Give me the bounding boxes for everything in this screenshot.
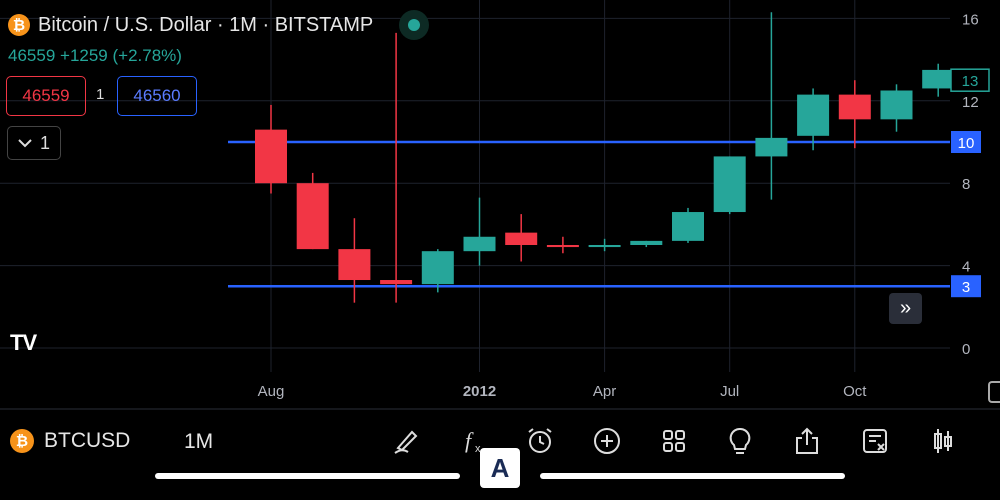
drawing-tools-button[interactable]: [390, 424, 424, 458]
app-logo-icon: A: [480, 448, 520, 488]
svg-text:f: f: [465, 428, 474, 453]
layout-button[interactable]: [657, 424, 691, 458]
indicators-collapse-button[interactable]: 1: [7, 126, 61, 160]
y-axis-tick-label: 16: [962, 11, 979, 28]
alert-icon: [528, 428, 552, 453]
y-axis-tick-label: 0: [962, 341, 970, 358]
line-price-label: 10: [958, 135, 975, 152]
chart-title[interactable]: Bitcoin / U.S. Dollar · 1M · BITSTAMP: [38, 13, 374, 36]
drawing-icon: [394, 430, 418, 454]
timeframe-selector[interactable]: 1M: [184, 430, 214, 453]
candle-body: [296, 183, 329, 250]
sell-button[interactable]: 46559: [6, 76, 86, 116]
last-price-label-bg: [950, 68, 990, 92]
market-open-indicator-icon: [399, 10, 430, 40]
ideas-button[interactable]: [723, 424, 757, 458]
share-button[interactable]: [790, 424, 824, 458]
watchlist-button[interactable]: [858, 424, 892, 458]
candle-body: [380, 280, 413, 285]
x-axis-tick-label: Jul: [720, 383, 739, 400]
bitcoin-icon: ₿: [10, 429, 34, 453]
y-axis-tick-label: 12: [962, 94, 979, 111]
chevron-down-icon: [18, 139, 32, 148]
share-icon: [796, 427, 818, 454]
indicators-count: 1: [39, 132, 50, 153]
symbol-selector[interactable]: ₿ BTCUSD: [10, 429, 130, 453]
candle-body: [672, 212, 704, 241]
price-change: +1259 (+2.78%): [60, 46, 182, 65]
x-axis-tick-label: Apr: [593, 383, 616, 400]
candle-body: [838, 94, 871, 120]
x-axis-tick-label: 2012: [463, 383, 496, 400]
candle-body: [463, 236, 496, 252]
bitcoin-icon: ₿: [8, 14, 30, 36]
candle-body: [755, 137, 788, 157]
alerts-button[interactable]: [523, 424, 557, 458]
chart-type-button[interactable]: [926, 424, 960, 458]
bottom-toolbar: ₿ BTCUSD 1M f x: [0, 411, 1000, 471]
last-price-label: 13: [962, 73, 979, 90]
layout-icon: [663, 430, 685, 452]
line-price-label-bg: [951, 275, 981, 298]
y-axis-tick-label: 8: [962, 176, 970, 193]
double-chevron-right-icon: »: [899, 297, 912, 319]
add-button[interactable]: [590, 424, 624, 458]
last-price: 46559: [8, 46, 56, 65]
home-indicator-right: [540, 473, 845, 479]
home-indicator-left: [155, 473, 460, 479]
line-price-label: 3: [962, 279, 970, 296]
candle-body: [546, 245, 579, 248]
candle-body: [797, 94, 830, 136]
x-axis-tick-label: Oct: [843, 383, 867, 400]
candle-body: [880, 90, 913, 120]
trade-quantity: 1: [96, 86, 105, 103]
line-price-label-bg: [951, 131, 981, 153]
candle-type-icon: [934, 429, 952, 453]
indicators-icon: f x: [465, 428, 481, 455]
candle-body: [588, 245, 621, 248]
candle-body: [421, 251, 454, 285]
add-icon: [594, 428, 620, 454]
y-axis-tick-label: 4: [962, 259, 970, 276]
tradingview-logo: TV: [10, 330, 37, 355]
buy-button[interactable]: 46560: [117, 76, 197, 116]
indicators-button[interactable]: f x: [456, 424, 490, 458]
candle-body: [338, 249, 371, 281]
symbol-label: BTCUSD: [44, 429, 131, 452]
ideas-icon: [729, 427, 751, 454]
watchlist-icon: [863, 429, 887, 453]
price-quote: 46559 +1259 (+2.78%): [8, 46, 182, 66]
candle-body: [255, 129, 287, 184]
candle-body: [713, 156, 746, 213]
scroll-to-realtime-button[interactable]: »: [889, 293, 922, 324]
candle-body: [505, 232, 538, 245]
settings-edge-icon[interactable]: [988, 381, 1000, 403]
svg-text:x: x: [475, 443, 481, 455]
candle-body: [922, 69, 955, 89]
x-axis-tick-label: Aug: [258, 383, 285, 400]
chart-header: ₿ Bitcoin / U.S. Dollar · 1M · BITSTAMP: [8, 10, 430, 40]
price-chart[interactable]: 0 4 8 12 16 Aug 2012 Apr Jul Oct 10 3 13: [0, 0, 1000, 410]
candle-body: [630, 240, 663, 245]
